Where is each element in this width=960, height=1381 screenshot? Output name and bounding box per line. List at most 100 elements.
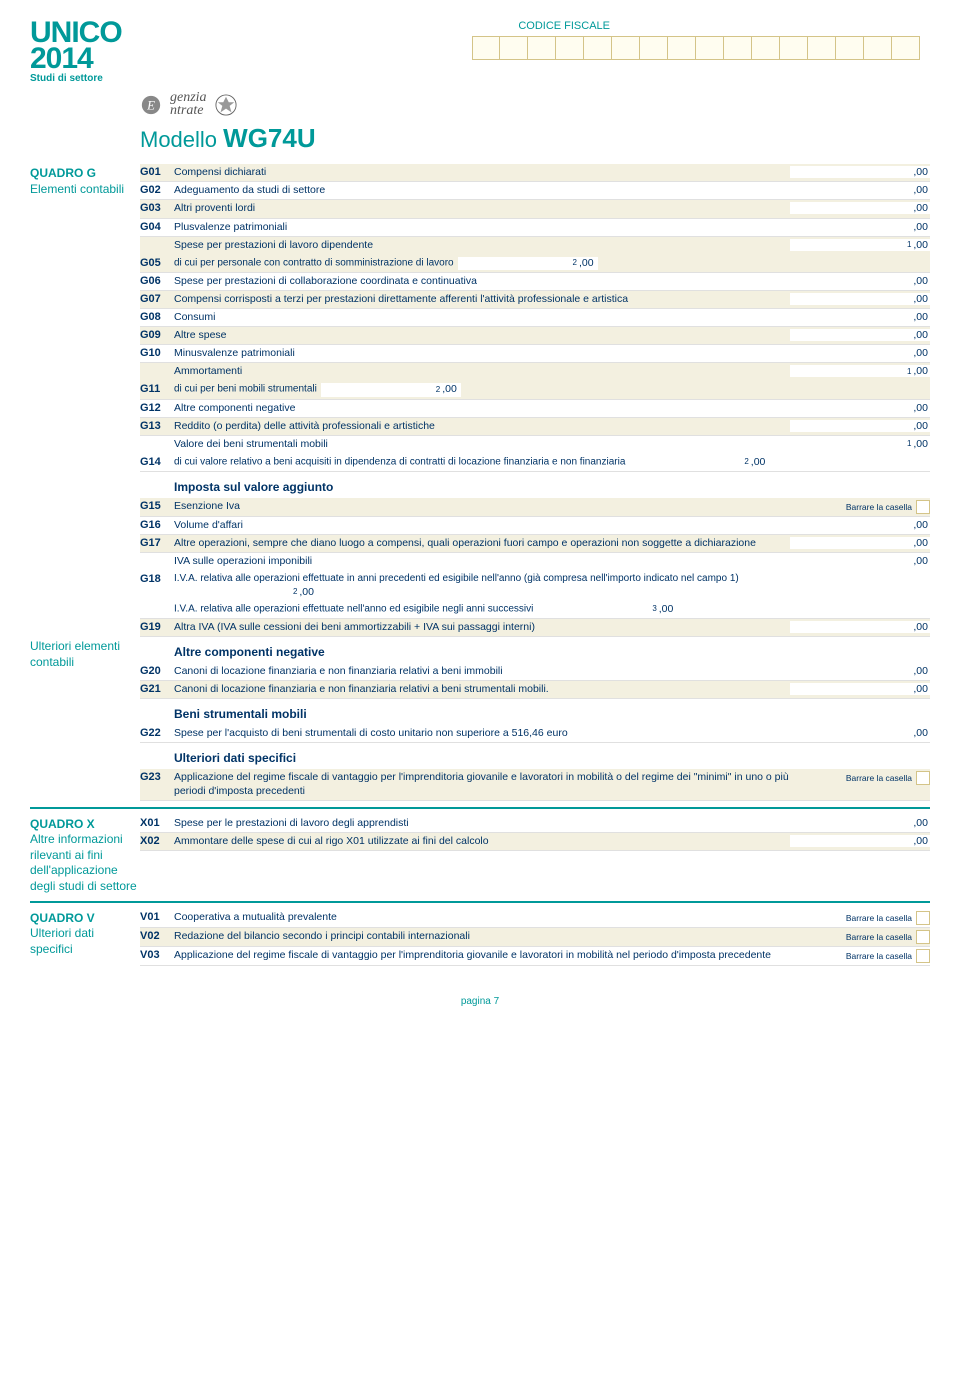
heading-iva: Imposta sul valore aggiunto bbox=[140, 472, 930, 498]
quadro-v-label: QUADRO V Ulteriori dati specifici bbox=[30, 909, 140, 966]
row-g23: G23Applicazione del regime fiscale di va… bbox=[140, 769, 930, 800]
heading-altre-neg: Altre componenti negative bbox=[140, 637, 930, 663]
g07-value[interactable]: ,00 bbox=[790, 293, 930, 305]
g16-value[interactable]: ,00 bbox=[790, 519, 930, 531]
g09-value[interactable]: ,00 bbox=[790, 329, 930, 341]
svg-text:E: E bbox=[146, 98, 155, 112]
page: UNICO 2014 Studi di settore CODICE FISCA… bbox=[0, 0, 960, 1037]
g08-value[interactable]: ,00 bbox=[790, 311, 930, 323]
g15-checkbox[interactable] bbox=[916, 500, 930, 514]
quadro-v: QUADRO V Ulteriori dati specifici V01Coo… bbox=[30, 909, 930, 966]
emblem-icon bbox=[215, 94, 237, 116]
row-g20: G20Canoni di locazione finanziaria e non… bbox=[140, 663, 930, 681]
g22-value[interactable]: ,00 bbox=[790, 727, 930, 739]
row-g14b: G14di cui valore relativo a beni acquisi… bbox=[140, 454, 930, 472]
g10-value[interactable]: ,00 bbox=[790, 347, 930, 359]
g23-checkbox[interactable] bbox=[916, 771, 930, 785]
g06-value[interactable]: ,00 bbox=[790, 275, 930, 287]
row-v03: V03Applicazione del regime fiscale di va… bbox=[140, 947, 930, 966]
cf-box[interactable] bbox=[472, 36, 500, 60]
g17-value[interactable]: ,00 bbox=[790, 537, 930, 549]
row-g07: G07Compensi corrisposti a terzi per pres… bbox=[140, 291, 930, 309]
row-g02: G02Adeguamento da studi di settore,00 bbox=[140, 182, 930, 200]
row-g15: G15Esenzione IvaBarrare la casella bbox=[140, 498, 930, 517]
g18-value3[interactable]: 3,00 bbox=[537, 603, 677, 616]
cf-box[interactable] bbox=[864, 36, 892, 60]
row-g18b: G18I.V.A. relativa alle operazioni effet… bbox=[140, 571, 930, 601]
g14-value1[interactable]: 1,00 bbox=[790, 438, 930, 450]
cf-box[interactable] bbox=[584, 36, 612, 60]
heading-ulteriori-dati: Ulteriori dati specifici bbox=[140, 743, 930, 769]
cf-box[interactable] bbox=[500, 36, 528, 60]
row-x01: X01Spese per le prestazioni di lavoro de… bbox=[140, 815, 930, 833]
v03-checkbox[interactable] bbox=[916, 949, 930, 963]
row-g04: G04Plusvalenze patrimoniali,00 bbox=[140, 219, 930, 237]
x01-value[interactable]: ,00 bbox=[790, 817, 930, 829]
page-footer: pagina 7 bbox=[30, 996, 930, 1007]
row-v02: V02Redazione del bilancio secondo i prin… bbox=[140, 928, 930, 947]
year: 2014 bbox=[30, 46, 140, 72]
g04-value[interactable]: ,00 bbox=[790, 221, 930, 233]
cf-box[interactable] bbox=[612, 36, 640, 60]
row-g08: G08Consumi,00 bbox=[140, 309, 930, 327]
g03-value[interactable]: ,00 bbox=[790, 202, 930, 214]
row-g17: G17Altre operazioni, sempre che diano lu… bbox=[140, 535, 930, 553]
g05-value2[interactable]: 2,00 bbox=[458, 257, 598, 270]
row-g22: G22Spese per l'acquisto di beni strument… bbox=[140, 725, 930, 743]
row-g06: G06Spese per prestazioni di collaborazio… bbox=[140, 273, 930, 291]
divider bbox=[30, 807, 930, 809]
cf-box[interactable] bbox=[724, 36, 752, 60]
quadro-g: QUADRO G Elementi contabili G01Compensi … bbox=[30, 164, 930, 637]
cf-box[interactable] bbox=[528, 36, 556, 60]
header: UNICO 2014 Studi di settore CODICE FISCA… bbox=[30, 20, 930, 84]
cf-box[interactable] bbox=[640, 36, 668, 60]
g19-value[interactable]: ,00 bbox=[790, 621, 930, 633]
cf-box[interactable] bbox=[556, 36, 584, 60]
cf-box[interactable] bbox=[808, 36, 836, 60]
agenzia-e-icon: E bbox=[140, 94, 162, 116]
row-v01: V01Cooperativa a mutualità prevalenteBar… bbox=[140, 909, 930, 928]
row-g21: G21Canoni di locazione finanziaria e non… bbox=[140, 681, 930, 699]
cf-box[interactable] bbox=[668, 36, 696, 60]
g11-value1[interactable]: 1,00 bbox=[790, 365, 930, 377]
row-g11b: G11di cui per beni mobili strumentali2,0… bbox=[140, 381, 930, 399]
agenzia-text: genzia ntrate bbox=[170, 92, 207, 117]
row-g18a: IVA sulle operazioni imponibili,00 bbox=[140, 553, 930, 571]
g21-value[interactable]: ,00 bbox=[790, 683, 930, 695]
g01-value[interactable]: ,00 bbox=[790, 166, 930, 178]
row-g10: G10Minusvalenze patrimoniali,00 bbox=[140, 345, 930, 363]
row-g18c: I.V.A. relativa alle operazioni effettua… bbox=[140, 601, 930, 619]
row-g09: G09Altre spese,00 bbox=[140, 327, 930, 345]
cf-box[interactable] bbox=[892, 36, 920, 60]
cf-box[interactable] bbox=[696, 36, 724, 60]
quadro-x-label: QUADRO X Altre informazioni rilevanti ai… bbox=[30, 815, 140, 895]
ulteriori-elem: Ulteriori elementi contabili Altre compo… bbox=[30, 637, 930, 801]
g20-value[interactable]: ,00 bbox=[790, 665, 930, 677]
row-g14a: Valore dei beni strumentali mobili1,00 bbox=[140, 436, 930, 454]
row-g05b: G05di cui per personale con contratto di… bbox=[140, 255, 930, 273]
logo-block: UNICO 2014 Studi di settore bbox=[30, 20, 140, 84]
ulteriori-label: Ulteriori elementi contabili bbox=[30, 637, 140, 801]
g12-value[interactable]: ,00 bbox=[790, 402, 930, 414]
row-g12: G12Altre componenti negative,00 bbox=[140, 400, 930, 418]
codice-fiscale: CODICE FISCALE bbox=[140, 20, 930, 60]
studi-label: Studi di settore bbox=[30, 73, 140, 84]
g18-value1[interactable]: ,00 bbox=[790, 555, 930, 567]
quadro-x: QUADRO X Altre informazioni rilevanti ai… bbox=[30, 815, 930, 895]
g18-value2[interactable]: 2,00 bbox=[178, 586, 318, 599]
v02-checkbox[interactable] bbox=[916, 930, 930, 944]
g05-value1[interactable]: 1,00 bbox=[790, 239, 930, 251]
g02-value[interactable]: ,00 bbox=[790, 184, 930, 196]
row-g11a: Ammortamenti1,00 bbox=[140, 363, 930, 381]
row-g05a: Spese per prestazioni di lavoro dipenden… bbox=[140, 237, 930, 255]
v01-checkbox[interactable] bbox=[916, 911, 930, 925]
cf-box[interactable] bbox=[836, 36, 864, 60]
cf-label: CODICE FISCALE bbox=[518, 20, 610, 32]
g11-value2[interactable]: 2,00 bbox=[321, 383, 461, 396]
cf-box[interactable] bbox=[780, 36, 808, 60]
g13-value[interactable]: ,00 bbox=[790, 420, 930, 432]
modello-title: Modello WG74U bbox=[140, 123, 930, 154]
cf-box[interactable] bbox=[752, 36, 780, 60]
g14-value2[interactable]: 2,00 bbox=[629, 456, 769, 469]
x02-value[interactable]: ,00 bbox=[790, 835, 930, 847]
